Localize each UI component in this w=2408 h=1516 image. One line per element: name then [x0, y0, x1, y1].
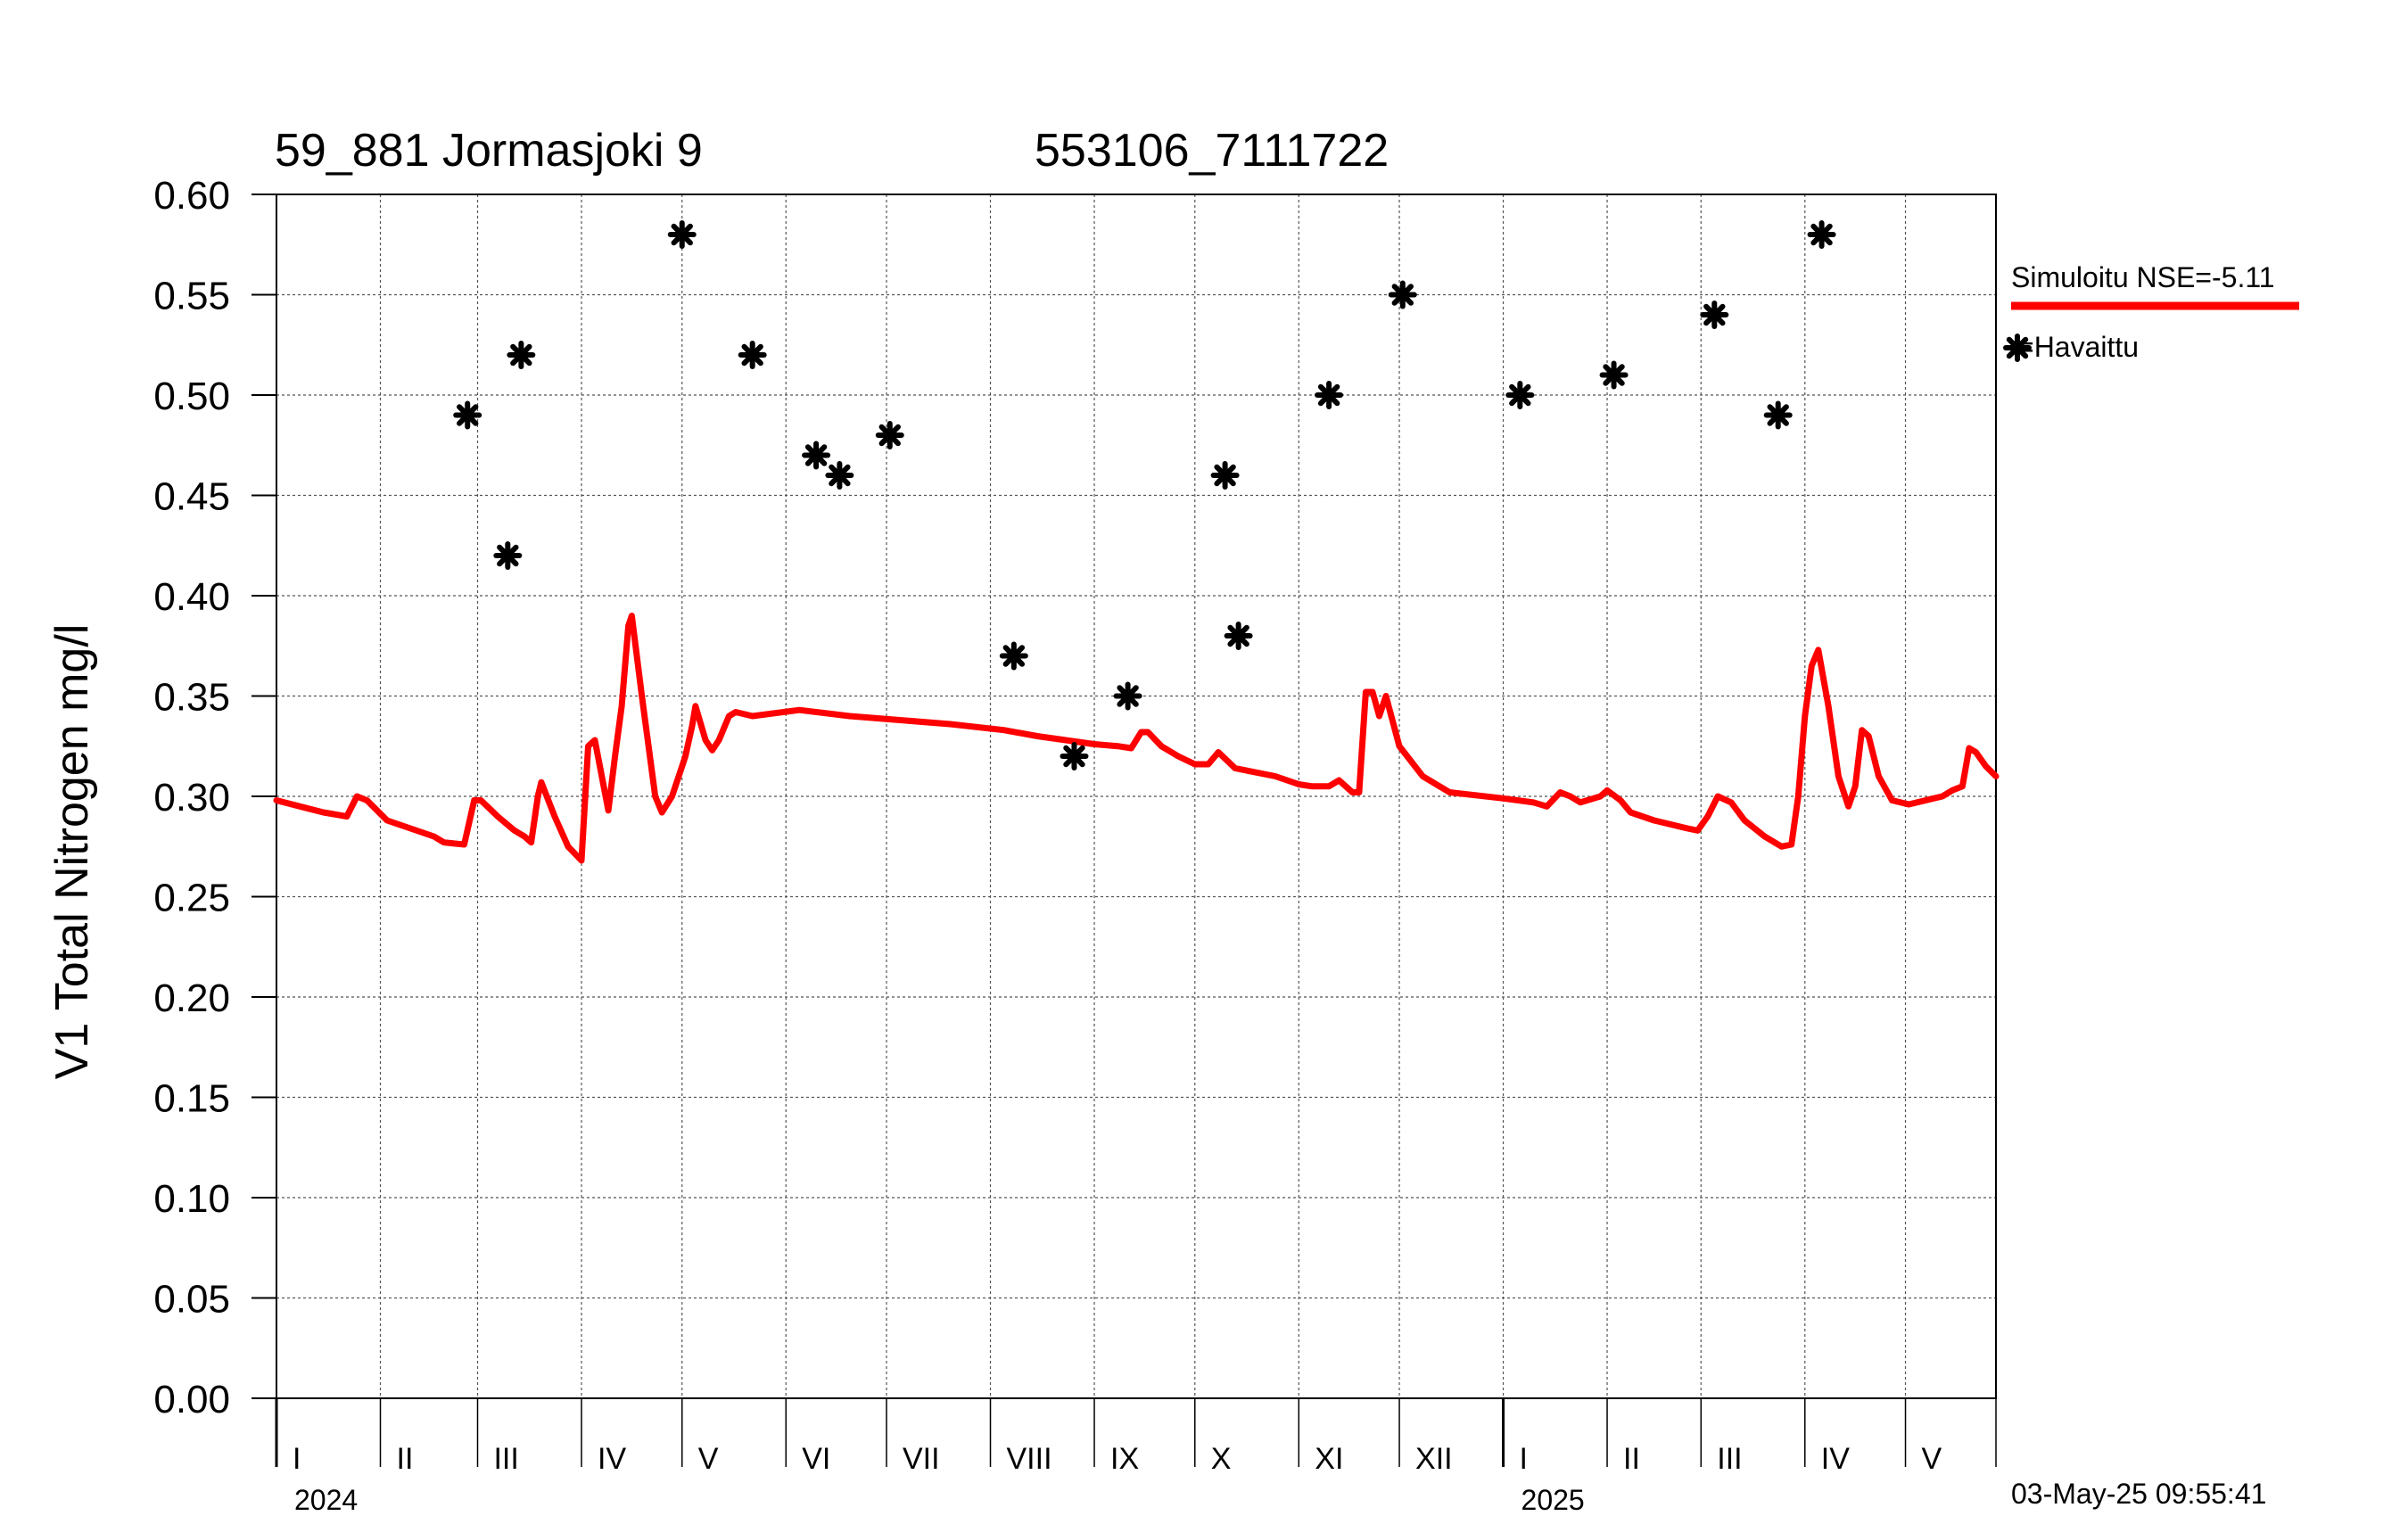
y-axis-label: V1 Total Nitrogen mg/l: [46, 624, 98, 1080]
x-month-label: III: [1717, 1442, 1742, 1476]
y-axis-ticks: 0.00 0.05 0.10 0.15 0.20 0.25 0.30 0.35 0.40 0.45…: [153, 174, 276, 1421]
x-month-label: II: [397, 1442, 414, 1476]
observation-point: [493, 541, 523, 570]
star-stroke: [1509, 383, 1531, 407]
observation-point: [1210, 461, 1240, 490]
star-stroke: [671, 223, 693, 246]
legend-simulated-label: Simuloitu NSE=-5.11: [2011, 261, 2275, 293]
star-stroke: [1703, 303, 1726, 326]
observation-point: [999, 641, 1028, 671]
star-stroke: [1317, 383, 1340, 407]
star-stroke: [1391, 284, 1414, 306]
observation-point: [875, 421, 904, 449]
observation-point: [738, 341, 767, 369]
observation-point: [1599, 360, 1629, 390]
star-stroke: [1767, 404, 1789, 426]
legend-observed-marker: [2003, 334, 2032, 362]
y-tick-label: 0.50: [153, 375, 230, 418]
star-stroke: [1063, 745, 1085, 768]
plot-frame: [276, 194, 1997, 1399]
observation-point: [1763, 400, 1793, 430]
star-stroke: [804, 444, 828, 466]
x-month-label: I: [1520, 1442, 1528, 1476]
x-month-label: X: [1211, 1442, 1232, 1476]
star-stroke: [497, 544, 519, 567]
y-tick-label: 0.05: [153, 1278, 230, 1322]
y-tick-label: 0.45: [153, 475, 230, 519]
x-month-label: XI: [1315, 1442, 1343, 1476]
y-tick-label: 0.30: [153, 776, 230, 820]
observation-point: [802, 441, 831, 470]
x-month-label: IV: [1821, 1442, 1850, 1476]
legend-observed-label: =Havaittu: [2017, 331, 2139, 363]
star-stroke: [829, 464, 851, 487]
observation-point: [1060, 742, 1089, 770]
star-stroke: [1002, 645, 1026, 667]
star-stroke: [1227, 624, 1249, 647]
timestamp: 03-May-25 09:55:41: [2011, 1478, 2266, 1510]
star-stroke: [510, 343, 532, 367]
observation-point: [667, 220, 697, 249]
star-stroke: [1214, 464, 1236, 487]
star-stroke: [878, 424, 901, 447]
x-month-label: VI: [802, 1442, 830, 1476]
y-tick-label: 0.60: [153, 174, 230, 218]
observation-point: [1113, 681, 1142, 711]
observation-point: [507, 341, 536, 369]
chart-subtitle: 553106_7111722: [1035, 125, 1389, 177]
star-stroke: [1810, 223, 1833, 246]
x-month-label: II: [1623, 1442, 1640, 1476]
star-stroke: [741, 343, 763, 367]
y-tick-label: 0.55: [153, 275, 230, 318]
x-year-label: 2024: [294, 1484, 358, 1516]
x-month-label: I: [293, 1442, 301, 1476]
legend: Simuloitu NSE=-5.11 =Havaittu: [2003, 261, 2299, 363]
x-month-label: XII: [1415, 1442, 1453, 1476]
x-month-label: III: [493, 1442, 518, 1476]
series-points-havaittu: [453, 220, 1836, 770]
observation-point: [1224, 622, 1253, 650]
star-stroke: [1117, 685, 1139, 707]
y-tick-label: 0.35: [153, 676, 230, 720]
star-stroke: [1603, 364, 1625, 386]
x-month-label: V: [1922, 1442, 1942, 1476]
x-month-label: VIII: [1007, 1442, 1052, 1476]
observation-point: [825, 461, 854, 490]
grid-lines: [276, 194, 1996, 1399]
x-month-label: V: [698, 1442, 719, 1476]
star-stroke: [2006, 336, 2029, 359]
y-tick-label: 0.15: [153, 1077, 230, 1121]
observation-point: [453, 400, 482, 430]
legend-star-mark: [2003, 334, 2032, 362]
x-month-label: IV: [598, 1442, 626, 1476]
observation-point: [1315, 381, 1344, 409]
star-stroke: [457, 404, 479, 426]
y-tick-label: 0.20: [153, 976, 230, 1020]
observation-point: [1505, 381, 1535, 409]
y-tick-label: 0.00: [153, 1378, 230, 1421]
x-month-label: IX: [1110, 1442, 1139, 1476]
x-month-label: VII: [903, 1442, 940, 1476]
y-tick-label: 0.10: [153, 1177, 230, 1221]
observation-point: [1807, 220, 1836, 249]
y-tick-label: 0.40: [153, 575, 230, 619]
series-line-simuloitu: [273, 613, 2000, 864]
observation-point: [1388, 280, 1417, 309]
x-year-label: 2025: [1521, 1484, 1585, 1516]
observation-point: [1700, 301, 1729, 329]
y-tick-label: 0.25: [153, 877, 230, 920]
chart-title: 59_881 Jormasjoki 9: [275, 125, 703, 177]
